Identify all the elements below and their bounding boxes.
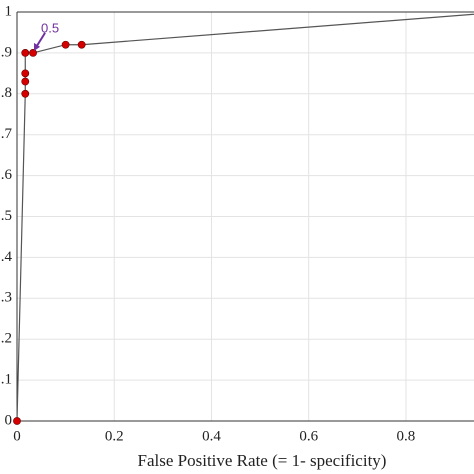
point xyxy=(13,417,21,425)
plot xyxy=(13,13,474,425)
y-tick-label: 1 xyxy=(5,3,13,19)
x-axis-label: False Positive Rate (= 1- specificity) xyxy=(138,451,387,470)
point xyxy=(21,77,30,86)
y-tick-label: 0 xyxy=(5,412,13,428)
y-tick-label: .6 xyxy=(1,167,13,183)
point xyxy=(21,49,30,57)
y-tick-label: .4 xyxy=(1,249,13,265)
y-tick-label: .7 xyxy=(1,126,13,142)
y-tick-label: .5 xyxy=(1,208,12,224)
y-tick-label: .3 xyxy=(1,290,12,306)
y-tick-label: .2 xyxy=(1,331,12,347)
x-tick-label: 0 xyxy=(13,428,21,444)
y-tick-label: .8 xyxy=(1,85,12,101)
x-tick-label: 0.6 xyxy=(299,428,318,444)
x-tick-label: 0.8 xyxy=(397,428,416,444)
x-tick-label: 0.2 xyxy=(105,428,124,444)
annotation: 0.5 xyxy=(41,20,59,35)
y-tick-label: .9 xyxy=(1,44,12,60)
annotation-arrowhead xyxy=(34,42,41,51)
point xyxy=(77,40,86,49)
point xyxy=(29,49,37,57)
y-tick-label: .1 xyxy=(1,372,12,388)
point xyxy=(21,89,30,98)
x-tick-label: 0.4 xyxy=(202,428,221,444)
point xyxy=(61,40,70,49)
point xyxy=(21,69,30,78)
